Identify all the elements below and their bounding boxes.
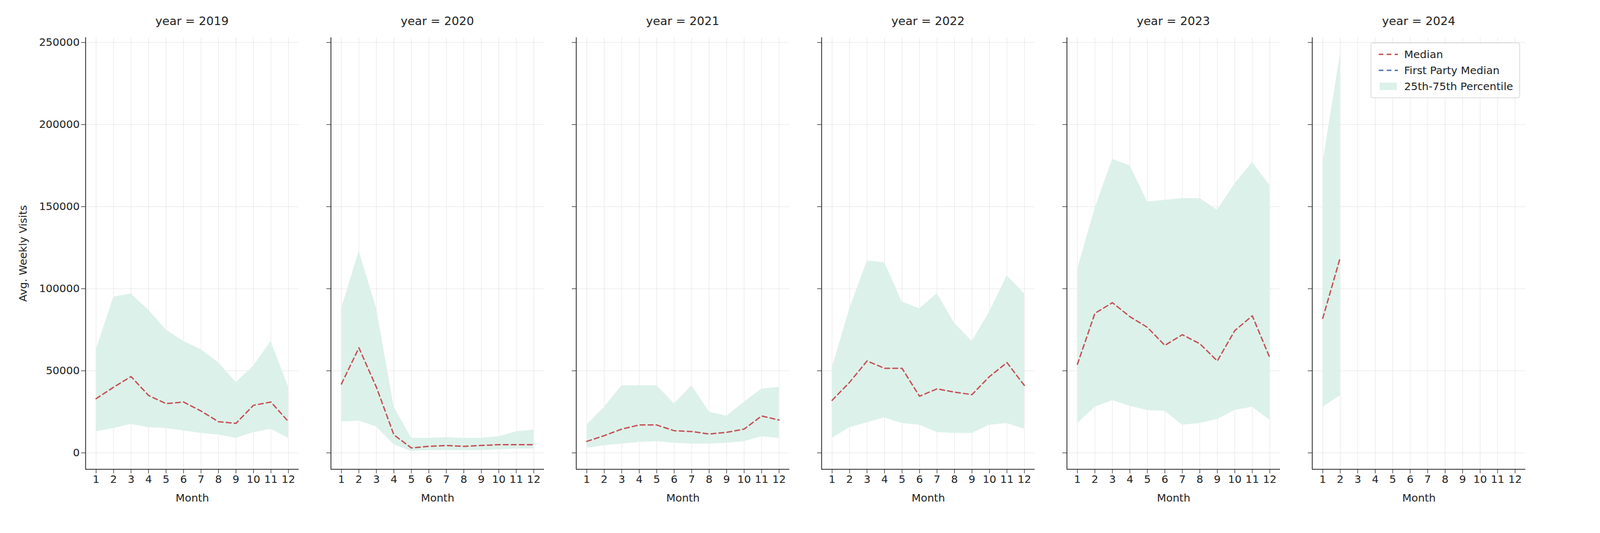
svg-text:2: 2: [846, 473, 854, 486]
svg-text:7: 7: [197, 473, 205, 486]
svg-text:5: 5: [408, 473, 415, 486]
svg-text:6: 6: [425, 473, 433, 486]
svg-text:7: 7: [443, 473, 451, 486]
svg-text:9: 9: [723, 473, 731, 486]
svg-text:2: 2: [355, 473, 363, 486]
svg-text:10: 10: [1473, 473, 1487, 486]
svg-text:6: 6: [916, 473, 924, 486]
svg-text:7: 7: [933, 473, 941, 486]
html-text:year = 2021: year = 2021: [646, 14, 720, 28]
svg-text:11: 11: [1000, 473, 1014, 486]
svg-text:3: 3: [1108, 473, 1116, 486]
svg-text:Month: Month: [911, 491, 946, 505]
svg-text:Month: Month: [175, 491, 210, 505]
svg-text:9: 9: [968, 473, 976, 486]
svg-text:250000: 250000: [38, 35, 80, 49]
svg-text:2: 2: [1337, 473, 1344, 486]
svg-text:8: 8: [705, 473, 713, 486]
svg-text:5: 5: [653, 473, 661, 486]
svg-text:4: 4: [145, 473, 152, 486]
svg-text:Month: Month: [1402, 491, 1436, 505]
svg-text:7: 7: [1179, 473, 1187, 486]
svg-text:8: 8: [460, 473, 468, 486]
svg-text:150000: 150000: [38, 200, 80, 213]
svg-text:4: 4: [635, 473, 643, 486]
svg-text:Month: Month: [666, 491, 700, 505]
html-text:year = 2020: year = 2020: [400, 14, 475, 28]
svg-text:2: 2: [110, 473, 118, 486]
svg-text:11: 11: [264, 473, 278, 486]
svg-text:12: 12: [281, 473, 295, 486]
svg-text:3: 3: [127, 473, 135, 486]
svg-text:2: 2: [601, 473, 608, 486]
svg-text:8: 8: [214, 473, 222, 486]
svg-text:12: 12: [772, 473, 786, 486]
svg-text:11: 11: [509, 473, 523, 486]
svg-text:6: 6: [670, 473, 678, 486]
svg-text:4: 4: [881, 473, 888, 486]
svg-text:12: 12: [526, 473, 541, 486]
svg-text:9: 9: [477, 473, 485, 486]
svg-text:9: 9: [1213, 473, 1221, 486]
svg-text:10: 10: [982, 473, 997, 486]
svg-text:6: 6: [180, 473, 188, 486]
svg-text:9: 9: [232, 473, 240, 486]
svg-text:3: 3: [372, 473, 380, 486]
svg-text:10: 10: [492, 473, 506, 486]
svg-text:10: 10: [246, 473, 261, 486]
svg-text:9: 9: [1459, 473, 1467, 486]
svg-text:8: 8: [1441, 473, 1449, 486]
svg-text:7: 7: [1424, 473, 1432, 486]
html-text:First Party Median: First Party Median: [1404, 64, 1500, 77]
svg-text:1: 1: [828, 473, 836, 486]
svg-text:50000: 50000: [45, 364, 80, 378]
svg-text:Avg. Weekly Visits: Avg. Weekly Visits: [16, 205, 30, 302]
svg-text:11: 11: [754, 473, 768, 486]
svg-text:Month: Month: [420, 491, 455, 505]
svg-text:1: 1: [583, 473, 591, 486]
svg-text:12: 12: [1262, 473, 1277, 486]
svg-text:4: 4: [1126, 473, 1134, 486]
svg-text:4: 4: [390, 473, 398, 486]
svg-text:200000: 200000: [38, 117, 80, 131]
html-text:year = 2023: year = 2023: [1136, 14, 1211, 28]
html-text:year = 2022: year = 2022: [891, 14, 965, 28]
svg-text:1: 1: [1074, 473, 1082, 486]
svg-text:3: 3: [1354, 473, 1362, 486]
html-text:25th-75th Percentile: 25th-75th Percentile: [1404, 80, 1514, 93]
html-text:Median: Median: [1404, 48, 1443, 61]
svg-text:11: 11: [1490, 473, 1504, 486]
svg-text:5: 5: [898, 473, 906, 486]
svg-text:2: 2: [1091, 473, 1099, 486]
svg-text:4: 4: [1371, 473, 1379, 486]
svg-text:11: 11: [1245, 473, 1259, 486]
html-text:year = 2024: year = 2024: [1382, 14, 1456, 28]
html-text:year = 2019: year = 2019: [155, 14, 229, 28]
svg-text:8: 8: [1196, 473, 1204, 486]
svg-text:6: 6: [1406, 473, 1414, 486]
svg-text:8: 8: [950, 473, 958, 486]
svg-text:1: 1: [92, 473, 100, 486]
svg-text:Month: Month: [1156, 491, 1191, 505]
svg-text:10: 10: [737, 473, 751, 486]
svg-text:0: 0: [73, 446, 80, 460]
svg-text:100000: 100000: [38, 282, 80, 295]
svg-text:5: 5: [162, 473, 170, 486]
svg-text:10: 10: [1228, 473, 1242, 486]
svg-text:6: 6: [1161, 473, 1169, 486]
svg-text:12: 12: [1017, 473, 1031, 486]
svg-text:1: 1: [1319, 473, 1327, 486]
svg-text:5: 5: [1144, 473, 1151, 486]
svg-text:3: 3: [618, 473, 626, 486]
svg-text:7: 7: [688, 473, 696, 486]
svg-text:12: 12: [1508, 473, 1522, 486]
svg-text:3: 3: [863, 473, 871, 486]
svg-text:1: 1: [338, 473, 346, 486]
svg-text:5: 5: [1389, 473, 1397, 486]
